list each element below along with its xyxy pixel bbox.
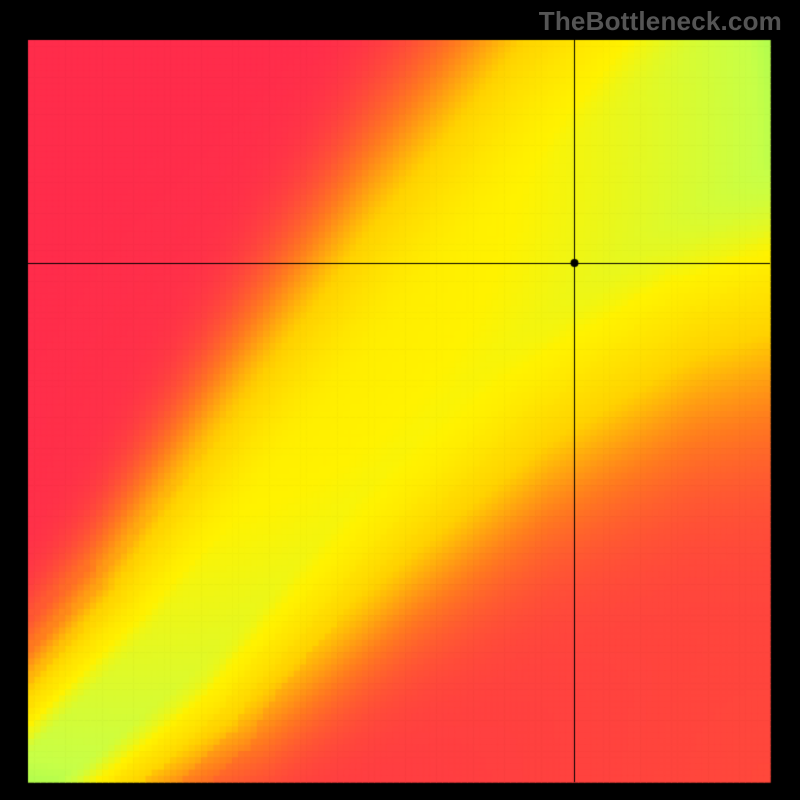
watermark-text: TheBottleneck.com: [539, 6, 782, 37]
bottleneck-heatmap: [0, 0, 800, 800]
